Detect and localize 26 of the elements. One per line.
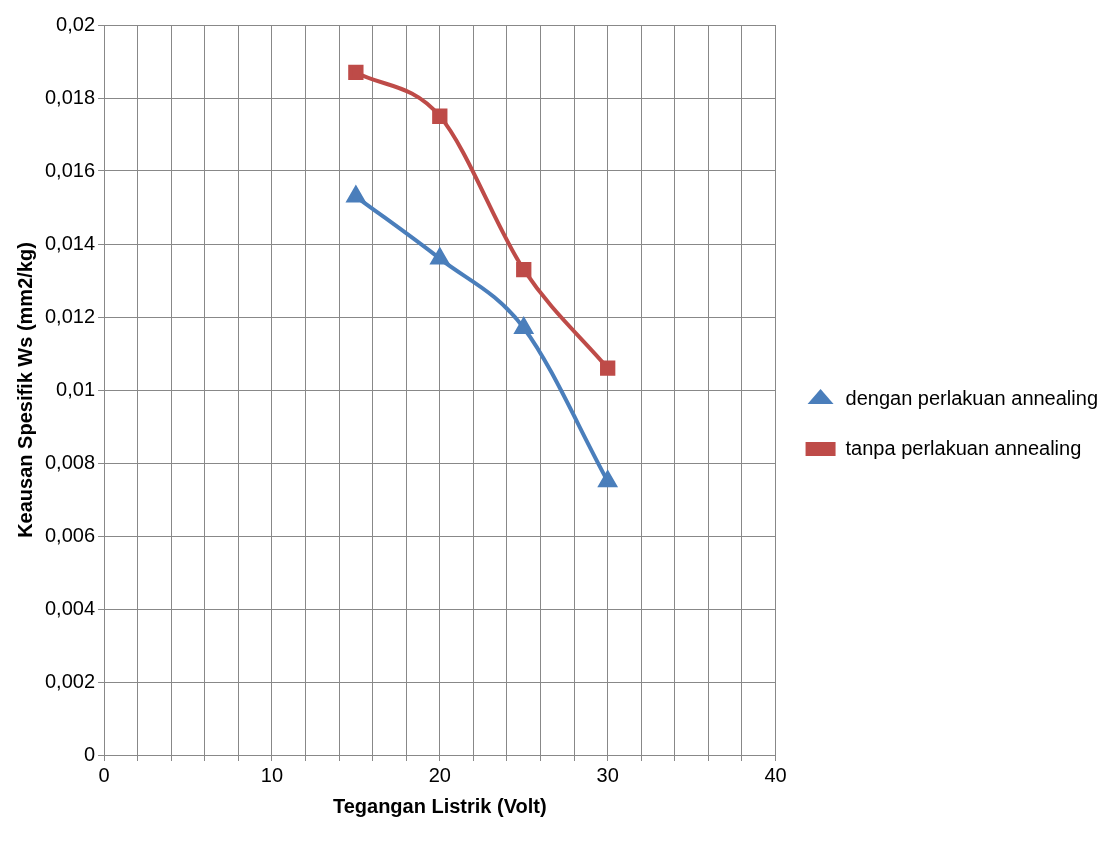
y-tick-label: 0 <box>83 742 96 765</box>
point <box>514 317 533 334</box>
legend-label: dengan perlakuan annealing <box>845 386 1099 409</box>
y-tick-label: 0,012 <box>44 304 96 327</box>
point <box>432 108 448 124</box>
y-tick-label: 0,014 <box>44 231 96 254</box>
x-axis-title: Tegangan Listrik (Volt) <box>332 794 547 817</box>
y-tick-label: 0,008 <box>44 450 96 473</box>
y-tick-label: 0,002 <box>44 669 96 692</box>
y-tick-label: 0,016 <box>44 158 96 181</box>
x-tick-label: 0 <box>98 763 110 786</box>
x-tick-label: 30 <box>596 763 619 786</box>
point <box>598 471 617 488</box>
x-tick-label: 10 <box>260 763 284 786</box>
y-tick-label: 0,02 <box>56 12 96 35</box>
legend-label: tanpa perlakuan annealing <box>845 436 1082 459</box>
x-tick-label: 40 <box>764 763 787 786</box>
point <box>516 261 532 278</box>
point <box>348 64 364 81</box>
y-axis-title: Keausan Spesifik Ws (mm2/kg) <box>13 242 36 538</box>
y-tick-label: 0,01 <box>56 377 96 400</box>
y-tick-label: 0,006 <box>44 523 96 546</box>
point <box>600 360 616 376</box>
x-tick-label: 20 <box>428 763 451 786</box>
y-tick-label: 0,018 <box>44 85 96 108</box>
y-tick-label: 0,004 <box>44 596 96 619</box>
